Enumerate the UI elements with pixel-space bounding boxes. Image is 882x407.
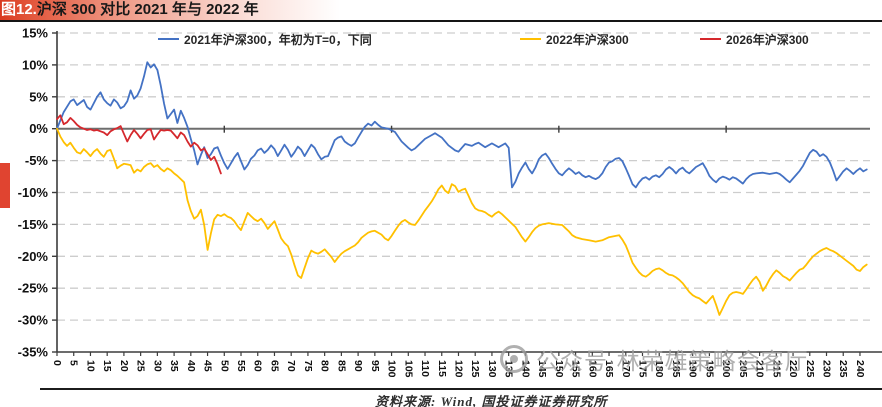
x-tick-label: 15 (101, 360, 113, 372)
figure-title: 图12.沪深 300 对比 2021 年与 2022 年 (0, 0, 882, 22)
x-tick-label: 155 (570, 360, 582, 378)
wechat-icon (500, 345, 528, 373)
x-tick-label: 150 (553, 360, 565, 378)
x-tick-label: 230 (821, 360, 833, 378)
y-tick-label: -20% (18, 249, 49, 264)
x-tick-label: 0 (51, 360, 63, 366)
y-tick-label: -5% (25, 153, 49, 168)
x-tick-label: 50 (218, 360, 230, 372)
x-tick-label: 225 (804, 360, 816, 378)
x-tick-label: 90 (352, 360, 364, 372)
y-tick-label: -15% (18, 217, 49, 232)
x-tick-label: 130 (486, 360, 498, 378)
x-tick-label: 195 (703, 360, 715, 378)
y-tick-label: 0% (29, 121, 48, 136)
x-tick-label: 95 (369, 360, 381, 372)
axes (52, 31, 882, 356)
gridlines (57, 32, 870, 321)
legend-item: 2021年沪深300，年初为T=0，下同 (158, 31, 372, 47)
watermark-text: 公众号·林荣雄策略会客厅 (536, 348, 809, 374)
x-tick-label: 70 (285, 360, 297, 372)
series-line (56, 127, 868, 316)
x-tick-label: 125 (469, 360, 481, 378)
x-tick-label: 190 (687, 360, 699, 378)
y-tick-label: 10% (22, 57, 48, 72)
x-tick-label: 100 (386, 360, 398, 378)
x-tick-label: 175 (636, 360, 648, 378)
legend-item: 2022年沪深300 (520, 31, 629, 47)
x-tick-label: 200 (720, 360, 732, 378)
x-tick-label: 35 (168, 360, 180, 372)
x-tick-label: 120 (452, 360, 464, 378)
legend-line-swatch (520, 37, 541, 41)
x-tick-label: 25 (135, 360, 147, 372)
x-tick-label: 110 (419, 360, 431, 377)
x-tick-label: 105 (402, 360, 414, 378)
x-tick-label: 145 (536, 360, 548, 378)
legend-label: 2026年沪深300 (726, 32, 809, 47)
legend-label: 2021年沪深300，年初为T=0，下同 (184, 32, 372, 47)
x-tick-label: 85 (335, 360, 347, 372)
x-tick-label: 165 (603, 360, 615, 378)
watermark: 公众号·林荣雄策略会客厅 (500, 342, 809, 376)
y-tick-label: -35% (18, 345, 49, 360)
x-tick-label: 20 (118, 360, 130, 372)
x-tick-label: 45 (202, 360, 214, 372)
x-tick-label: 10 (84, 360, 96, 372)
legend-label: 2022年沪深300 (546, 32, 629, 47)
legend-line-swatch (158, 37, 179, 41)
left-margin-marker (0, 163, 10, 208)
legend-item: 2026年沪深300 (700, 31, 809, 47)
bottom-divider (40, 388, 882, 390)
figure-title-text: 沪深 300 对比 2021 年与 2022 年 (36, 1, 259, 18)
x-tick-label: 5 (68, 360, 80, 366)
x-tick-label: 170 (620, 360, 632, 378)
x-tick-label: 75 (302, 360, 314, 372)
x-tick-label: 160 (586, 360, 598, 378)
figure-number: 图12. (1, 1, 37, 18)
y-tick-label: 5% (29, 89, 48, 104)
legend-line-swatch (700, 37, 721, 41)
x-tick-label: 115 (436, 360, 448, 377)
x-tick-label: 220 (787, 360, 799, 378)
y-tick-label: -25% (18, 281, 49, 296)
series-line (56, 61, 868, 189)
series-line (56, 114, 222, 175)
x-tick-label: 30 (151, 360, 163, 372)
x-tick-label: 80 (319, 360, 331, 372)
x-tick-label: 60 (252, 360, 264, 372)
y-tick-label: -10% (18, 185, 49, 200)
x-tick-label: 205 (737, 360, 749, 378)
x-tick-label: 55 (235, 360, 247, 372)
x-tick-label: 185 (670, 360, 682, 378)
x-tick-label: 215 (770, 360, 782, 378)
x-tick-label: 40 (185, 360, 197, 372)
y-tick-label: 15% (22, 26, 48, 41)
x-tick-label: 240 (854, 360, 866, 378)
x-tick-label: 235 (837, 360, 849, 378)
axis-labels: 15%10%5%0%-5%-10%-15%-20%-25%-30%-35%0 5 1… (18, 26, 866, 378)
x-tick-label: 210 (754, 360, 766, 378)
source-note: 资料来源: Wind, 国投证券证券研究所 (375, 394, 608, 407)
y-tick-label: -30% (18, 313, 49, 328)
series-lines (56, 61, 868, 316)
x-tick-label: 65 (268, 360, 280, 372)
x-tick-label: 180 (653, 360, 665, 378)
